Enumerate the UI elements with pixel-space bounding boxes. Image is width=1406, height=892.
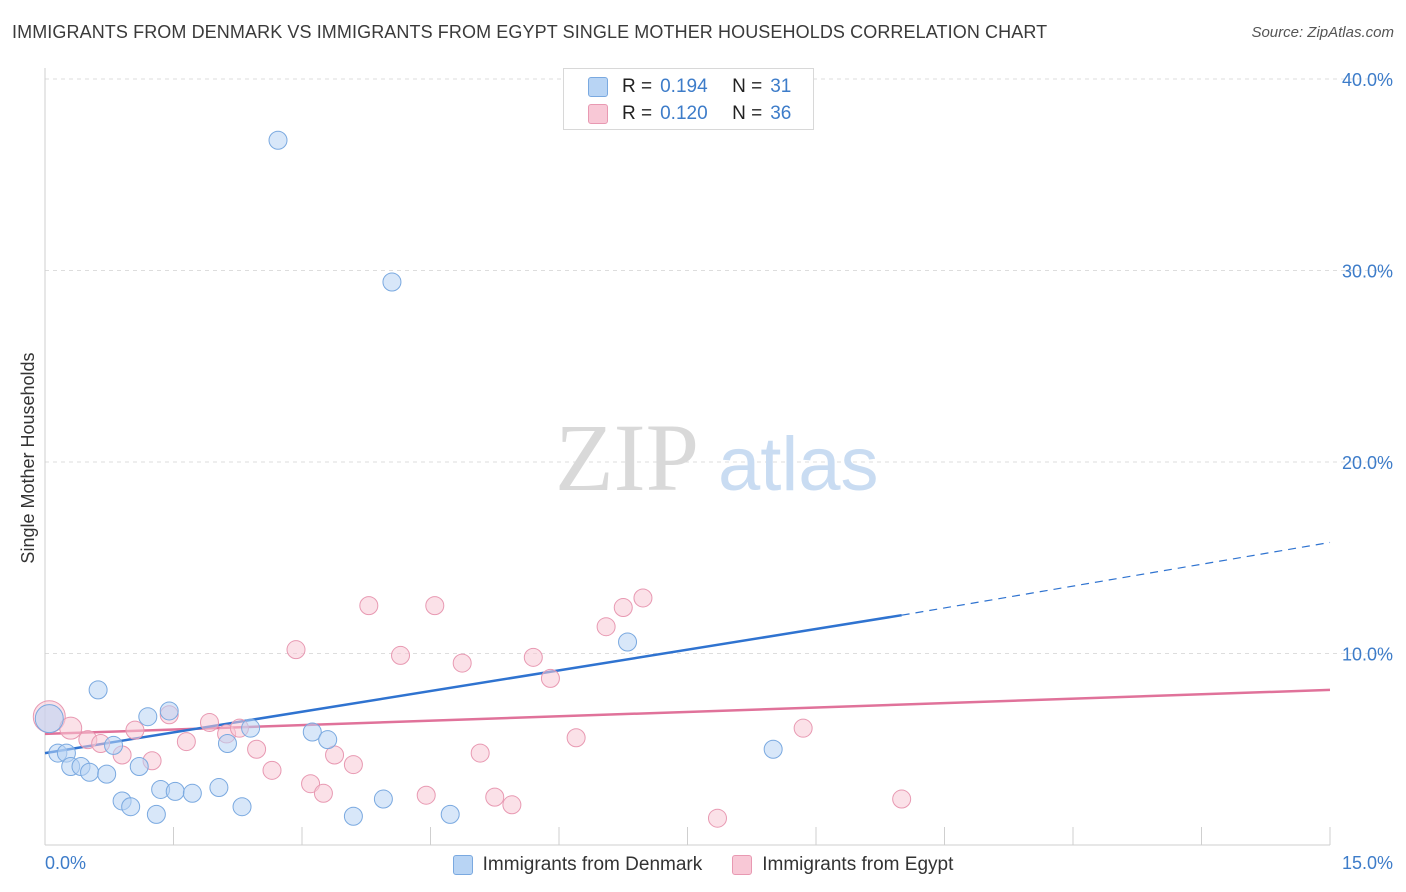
stats-legend: R = 0.194 N = 31 R = 0.120 N = 36 bbox=[563, 68, 814, 130]
chart-legend: Immigrants from Denmark Immigrants from … bbox=[0, 850, 1406, 880]
point-denmark bbox=[440, 804, 460, 824]
trendline-denmark-extension bbox=[901, 541, 1331, 616]
trendline-denmark bbox=[44, 613, 902, 755]
point-egypt bbox=[313, 783, 333, 803]
point-denmark bbox=[318, 730, 338, 750]
point-egypt bbox=[176, 732, 196, 752]
point-egypt bbox=[452, 653, 472, 673]
tick-labels: 10.0% 20.0% 30.0% 40.0% 0.0% 15.0% bbox=[45, 70, 1393, 873]
point-egypt bbox=[199, 712, 219, 732]
y-tick-label: 10.0% bbox=[1342, 645, 1393, 665]
gridlines bbox=[45, 78, 1392, 654]
x-tick-label: 0.0% bbox=[45, 853, 86, 873]
point-denmark bbox=[129, 756, 149, 776]
point-egypt bbox=[262, 760, 282, 780]
point-egypt bbox=[707, 808, 727, 828]
n-label: N = bbox=[732, 103, 763, 124]
y-axis-label: Single Mother Households bbox=[18, 352, 38, 563]
watermark-zip: ZIP bbox=[555, 404, 699, 511]
point-denmark bbox=[241, 718, 261, 738]
point-denmark bbox=[232, 797, 252, 817]
n-label: N = bbox=[732, 76, 763, 97]
point-egypt bbox=[793, 718, 813, 738]
point-denmark bbox=[618, 632, 638, 652]
point-denmark bbox=[302, 722, 322, 742]
chart-title: IMMIGRANTS FROM DENMARK VS IMMIGRANTS FR… bbox=[12, 22, 1048, 42]
point-denmark bbox=[88, 680, 108, 700]
source-label: Source: ZipAtlas.com bbox=[1251, 24, 1394, 41]
point-denmark bbox=[80, 762, 100, 782]
point-egypt bbox=[596, 617, 616, 637]
point-denmark bbox=[34, 704, 64, 734]
point-egypt bbox=[613, 598, 633, 618]
n-value-egypt: 36 bbox=[770, 103, 792, 124]
point-egypt bbox=[892, 789, 912, 809]
stats-swatch-denmark bbox=[588, 77, 608, 97]
point-egypt bbox=[391, 645, 411, 665]
point-egypt bbox=[286, 640, 306, 660]
point-egypt bbox=[523, 647, 543, 667]
point-egypt bbox=[540, 668, 560, 688]
point-denmark bbox=[104, 735, 124, 755]
watermark: ZIP atlas bbox=[555, 404, 879, 511]
point-egypt bbox=[502, 795, 522, 815]
legend-label-egypt: Immigrants from Egypt bbox=[762, 854, 954, 875]
r-label: R = bbox=[622, 76, 653, 97]
stats-row-denmark: R = 0.194 N = 31 bbox=[588, 74, 791, 100]
point-denmark bbox=[268, 130, 288, 150]
point-egypt bbox=[125, 720, 145, 740]
n-value-denmark: 31 bbox=[770, 76, 792, 97]
point-egypt bbox=[247, 739, 267, 759]
point-egypt bbox=[359, 596, 379, 616]
point-denmark bbox=[382, 272, 402, 292]
point-egypt bbox=[633, 588, 653, 608]
point-egypt bbox=[416, 785, 436, 805]
legend-label-denmark: Immigrants from Denmark bbox=[482, 854, 703, 875]
point-egypt bbox=[343, 755, 363, 775]
point-egypt bbox=[485, 787, 505, 807]
point-denmark bbox=[373, 789, 393, 809]
point-denmark bbox=[763, 739, 783, 759]
legend-item-denmark[interactable]: Immigrants from Denmark bbox=[452, 854, 703, 876]
point-denmark bbox=[209, 778, 229, 798]
point-denmark bbox=[343, 806, 363, 826]
point-egypt bbox=[470, 743, 490, 763]
point-denmark bbox=[121, 797, 141, 817]
point-denmark bbox=[138, 707, 158, 727]
point-denmark bbox=[97, 764, 117, 784]
point-egypt bbox=[425, 596, 445, 616]
data-points bbox=[32, 130, 912, 828]
r-value-egypt: 0.120 bbox=[660, 103, 708, 124]
point-denmark bbox=[182, 783, 202, 803]
legend-swatch-egypt bbox=[732, 855, 753, 875]
legend-item-egypt[interactable]: Immigrants from Egypt bbox=[732, 854, 953, 876]
y-tick-label: 20.0% bbox=[1342, 453, 1393, 473]
y-tick-label: 40.0% bbox=[1342, 70, 1393, 90]
legend-swatch-denmark bbox=[452, 855, 473, 875]
y-tick-label: 30.0% bbox=[1342, 262, 1393, 282]
point-denmark bbox=[146, 804, 166, 824]
r-value-denmark: 0.194 bbox=[660, 76, 708, 97]
point-egypt bbox=[301, 774, 321, 794]
point-denmark bbox=[217, 734, 237, 754]
x-tick-label: 15.0% bbox=[1342, 853, 1393, 873]
r-label: R = bbox=[622, 103, 653, 124]
point-denmark bbox=[165, 781, 185, 801]
stats-swatch-egypt bbox=[588, 104, 608, 124]
watermark-atlas: atlas bbox=[718, 422, 879, 507]
point-egypt bbox=[566, 728, 586, 748]
stats-row-egypt: R = 0.120 N = 36 bbox=[588, 101, 791, 127]
point-denmark bbox=[159, 701, 179, 721]
